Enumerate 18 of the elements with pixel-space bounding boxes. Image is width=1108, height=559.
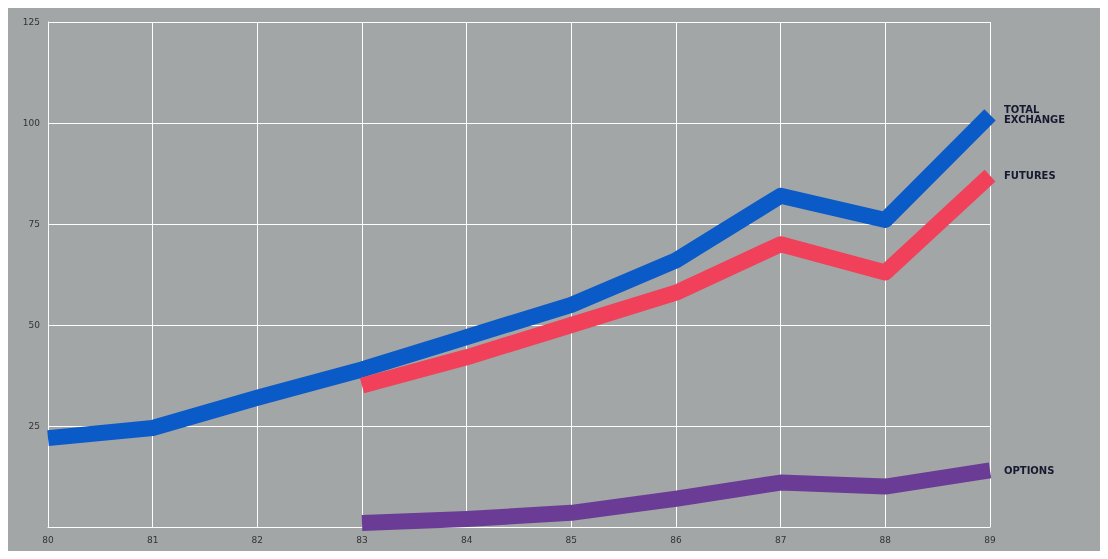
x-tick-label: 88 <box>879 534 892 545</box>
series-label: FUTURES <box>1004 170 1056 182</box>
x-tick-label: 89 <box>984 534 996 545</box>
x-tick-label: 82 <box>251 534 264 545</box>
y-tick-label: 75 <box>28 219 40 229</box>
y-tick-label: 50 <box>28 320 41 330</box>
x-tick-label: 83 <box>356 534 368 545</box>
x-tick-label: 87 <box>774 534 787 545</box>
x-tick-label: 80 <box>42 534 54 545</box>
y-tick-label: 100 <box>22 118 41 128</box>
series-label: OPTIONS <box>1004 464 1055 476</box>
series-label: TOTAL EXCHANGE <box>1004 104 1066 126</box>
x-tick-label: 84 <box>460 534 473 545</box>
x-tick-label: 85 <box>565 534 578 545</box>
y-tick-label: 25 <box>28 421 40 431</box>
x-tick-label: 81 <box>146 534 159 545</box>
y-tick-label: 125 <box>22 17 40 27</box>
x-tick-label: 86 <box>670 534 682 545</box>
